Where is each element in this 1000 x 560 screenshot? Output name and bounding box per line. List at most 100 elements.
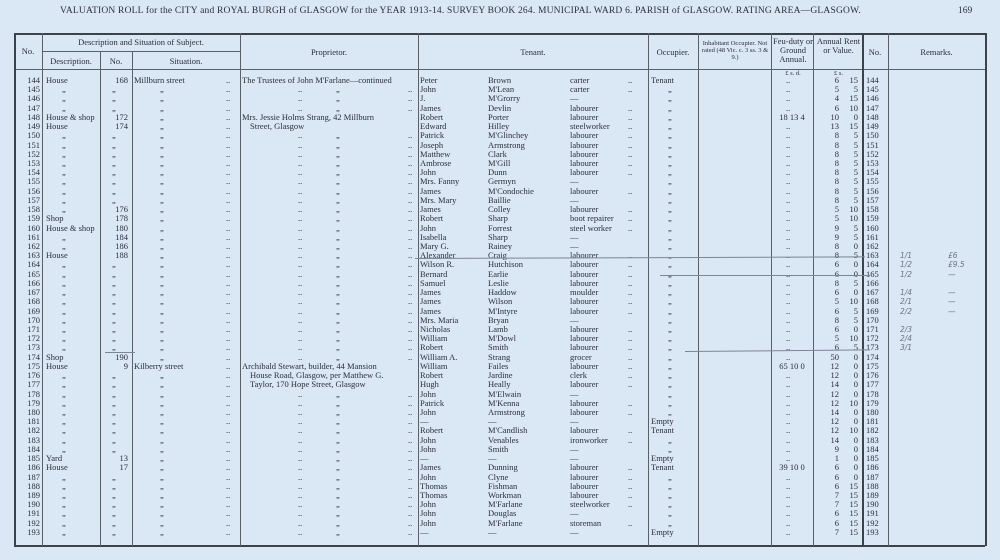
tenant-surname: Strang — [488, 351, 511, 362]
row-number: 183 — [27, 434, 40, 445]
col-rule — [42, 33, 43, 546]
description: „ — [62, 296, 66, 307]
rent-shillings: 0 — [853, 434, 858, 445]
leader-dots: .. — [786, 296, 791, 307]
situation: „ — [160, 158, 164, 168]
row-number: 146 — [27, 93, 40, 104]
tenant-surname: M'Elwain — [488, 388, 522, 399]
tenant-occupation: steel worker — [570, 222, 612, 233]
occupier: „ — [668, 287, 672, 298]
leader-dots: .. — [226, 176, 231, 187]
leader-dots: .. — [786, 130, 791, 141]
row-number-right: 177 — [866, 379, 879, 390]
occupier: „ — [668, 268, 672, 279]
remark-handwritten: 1/4 — [900, 288, 913, 298]
occupier: „ — [668, 434, 672, 445]
leader-dots: .. — [408, 416, 413, 427]
tenant-occupation: steelworker — [570, 499, 610, 510]
tenant-occupation: labourer — [570, 259, 599, 270]
proprietor: „ — [336, 462, 340, 473]
description: „ — [62, 287, 66, 298]
tenant-occupation: — — [570, 93, 579, 104]
leader-dots: .. — [628, 379, 633, 390]
proprietor: „ — [336, 397, 340, 408]
tenant-first-name: Matthew — [420, 148, 451, 159]
description: „ — [62, 93, 66, 104]
tenant-occupation: boot repairer — [570, 213, 614, 224]
leader-dots: .. — [226, 453, 231, 463]
situation: „ — [160, 489, 164, 500]
row-number-right: 165 — [866, 268, 879, 279]
proprietor: „ — [336, 489, 340, 500]
situation: „ — [160, 296, 164, 307]
tenant-occupation: labourer — [570, 342, 599, 353]
leader-dots: .. — [628, 296, 633, 307]
row-number: 157 — [27, 194, 40, 205]
rent-shillings: 5 — [853, 231, 858, 242]
tenant-occupation: labourer — [570, 360, 599, 371]
leader-dots: .. — [226, 250, 231, 261]
description: House — [46, 360, 68, 371]
occupier: „ — [668, 508, 672, 519]
tenant-surname: Dunn — [488, 167, 507, 178]
leader-dots: .. — [408, 139, 413, 150]
tenant-first-name: John — [420, 388, 437, 399]
occupier: „ — [668, 388, 672, 399]
rent-pounds: 9 — [834, 222, 839, 233]
occupier: „ — [668, 231, 672, 242]
tenant-occupation: steelworker — [570, 121, 610, 132]
house-number: „ — [112, 176, 116, 187]
leader-dots: .. — [298, 471, 303, 482]
situation: „ — [160, 250, 164, 261]
header-annual-rent: Annual Rent or Value. — [816, 36, 861, 55]
row-number: 184 — [27, 443, 40, 454]
leader-dots: .. — [408, 277, 413, 288]
tenant-first-name: Wilson R. — [420, 259, 455, 270]
leader-dots: .. — [408, 406, 413, 417]
house-number: „ — [112, 314, 116, 325]
row-number-right: 176 — [866, 370, 879, 380]
occupier: „ — [668, 84, 672, 95]
leader-dots: .. — [408, 453, 413, 463]
occupier: „ — [668, 148, 672, 159]
row-number-right: 180 — [866, 406, 879, 417]
tenant-occupation: labourer — [570, 130, 599, 141]
row-number: 175 — [27, 360, 40, 371]
occupier: „ — [668, 194, 672, 205]
row-number-right: 190 — [866, 499, 879, 510]
house-number: 17 — [119, 462, 129, 473]
tenant-first-name: Robert — [420, 425, 444, 436]
leader-dots: .. — [628, 489, 633, 500]
tenant-surname: M'Condochie — [488, 185, 534, 196]
tenant-surname: Brown — [488, 75, 512, 85]
house-number: „ — [112, 268, 116, 279]
row-number-right: 175 — [866, 360, 879, 371]
leader-dots: .. — [298, 517, 303, 528]
description: „ — [62, 526, 66, 537]
row-number: 178 — [27, 388, 40, 399]
row-number-right: 169 — [866, 305, 879, 316]
description: House — [46, 121, 68, 132]
row-number-right: 151 — [866, 139, 879, 150]
leader-dots: .. — [226, 84, 231, 95]
rent-shillings: 0 — [853, 370, 858, 380]
leader-dots: .. — [408, 397, 413, 408]
rent-shillings: 5 — [853, 185, 858, 196]
leader-dots: .. — [226, 277, 231, 288]
occupier: „ — [668, 102, 672, 113]
leader-dots: .. — [226, 351, 231, 362]
tenant-first-name: John — [420, 434, 437, 445]
remark-handwritten: 3/1 — [900, 343, 913, 353]
proprietor: Mrs. Jessie Holms Strang, 42 Millburn — [242, 111, 374, 122]
proprietor: „ — [336, 287, 340, 298]
tenant-first-name: Hugh — [420, 379, 439, 390]
rent-shillings: 10 — [849, 213, 859, 224]
proprietor: House Road, Glasgow, per Matthew G. — [250, 370, 384, 380]
row-number: 170 — [27, 314, 40, 325]
row-number-right: 168 — [866, 296, 879, 307]
leader-dots: .. — [226, 148, 231, 159]
col-rule — [240, 33, 241, 546]
leader-dots: .. — [786, 388, 791, 399]
situation: „ — [160, 462, 164, 473]
remark-handwritten-amount: — — [948, 269, 956, 279]
